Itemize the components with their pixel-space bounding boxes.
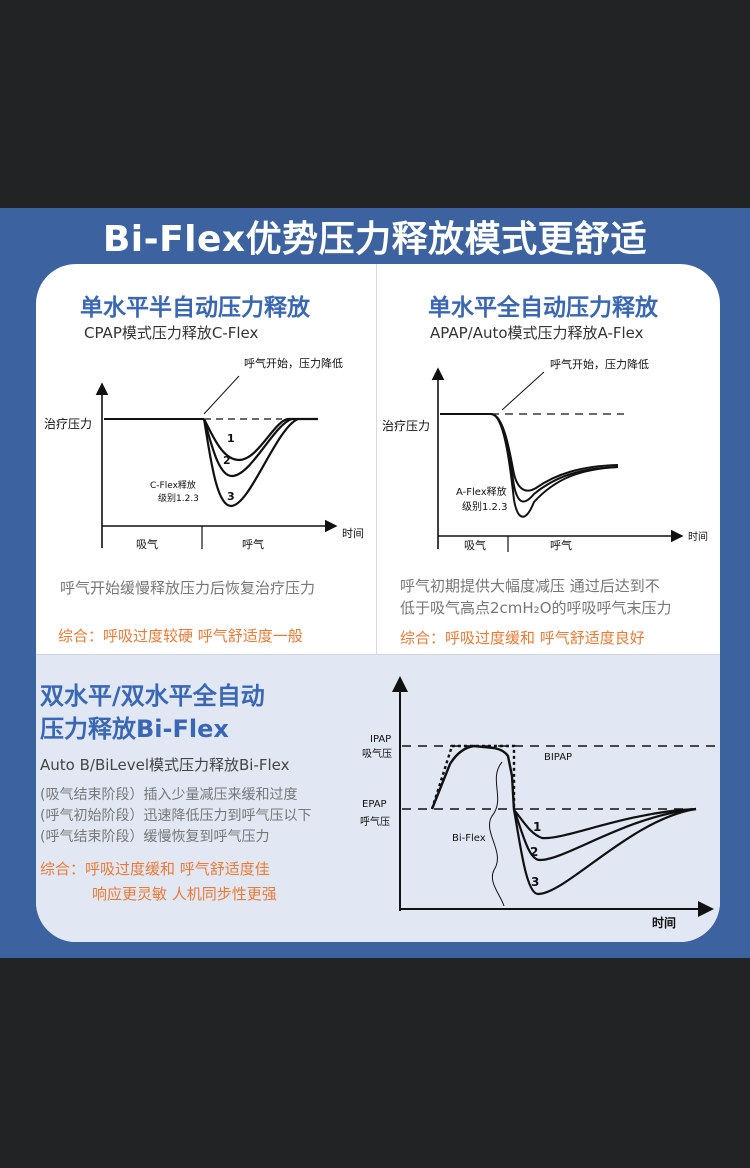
biflex-stage-1: (吸气结束阶段）插入少量减压来缓和过度	[40, 787, 298, 803]
content-card: 单水平半自动压力释放 CPAP模式压力释放C-Flex 呼气开始缓慢释放压力后恢…	[36, 264, 720, 942]
biflex-section-background	[36, 654, 720, 942]
cflex-x-label: 时间	[342, 527, 364, 540]
cflex-curve-label-1: C-Flex释放	[150, 479, 196, 491]
aflex-description-line1: 呼气初期提供大幅度减压 通过后达到不	[400, 577, 660, 595]
horizontal-divider	[36, 654, 720, 655]
aflex-x-label: 时间	[688, 530, 708, 543]
aflex-curve-label-1: A-Flex释放	[456, 485, 507, 498]
biflex-heading-line2: 压力释放Bi-Flex	[40, 715, 229, 743]
aflex-heading: 单水平全自动压力释放	[428, 295, 658, 321]
biflex-ipap-label: IPAP	[370, 734, 391, 745]
aflex-subheading: APAP/Auto模式压力释放A-Flex	[430, 324, 644, 342]
biflex-bipap-curve	[430, 744, 516, 811]
cflex-heading: 单水平半自动压力释放	[80, 295, 310, 321]
aflex-description-line2: 低于吸气高点2cmH₂O的呼吸呼气末压力	[400, 599, 672, 617]
aflex-phase-inhale: 吸气	[464, 538, 486, 552]
diagrams-layer: 呼气开始，压力降低 治疗压力 时间 吸气 呼气 C-Flex释放 级别1.2.3…	[44, 356, 716, 930]
biflex-epap-label: EPAP	[362, 799, 387, 810]
biflex-curve-label: Bi-Flex	[452, 833, 486, 844]
cflex-subheading: CPAP模式压力释放C-Flex	[84, 324, 259, 342]
biflex-summary-line2: 响应更灵敏 人机同步性更强	[92, 885, 277, 903]
biflex-heading-line1: 双水平/双水平全自动	[40, 682, 265, 710]
biflex-subheading: Auto B/BiLevel模式压力释放Bi-Flex	[40, 756, 290, 774]
cflex-summary: 综合：呼吸过度较硬 呼气舒适度一般	[58, 627, 303, 645]
biflex-diagram: IPAP 吸气压 EPAP 呼气压 BIPAP Bi-Flex 1 2 3 时间	[360, 676, 716, 930]
biflex-curve-3	[512, 807, 697, 896]
cflex-phase-inhale: 吸气	[136, 537, 158, 551]
aflex-summary: 综合：呼吸过度缓和 呼气舒适度良好	[400, 629, 645, 647]
biflex-stage-2: (呼气初始阶段）迅速降低压力到呼气压以下	[40, 808, 312, 824]
cflex-curve-3	[202, 417, 299, 508]
cflex-phase-exhale: 呼气	[242, 537, 264, 551]
aflex-diagram: 呼气开始，压力降低 治疗压力 时间 吸气 呼气 A-Flex释放 级别1.2.3	[382, 357, 708, 552]
page-title: Bi-Flex优势压力释放模式更舒适	[102, 219, 648, 260]
aflex-annotation: 呼气开始，压力降低	[550, 357, 649, 371]
cflex-y-label: 治疗压力	[44, 417, 92, 431]
cflex-diagram: 呼气开始，压力降低 治疗压力 时间 吸气 呼气 C-Flex释放 级别1.2.3…	[44, 356, 364, 551]
biflex-curve-2	[512, 807, 697, 862]
cflex-annotation: 呼气开始，压力降低	[244, 356, 343, 370]
aflex-annotation-leader	[501, 371, 545, 411]
cflex-level-1: 1	[227, 432, 235, 445]
biflex-epap-cn-label: 呼气压	[360, 815, 390, 828]
biflex-x-label: 时间	[652, 915, 676, 930]
biflex-level-1: 1	[533, 820, 541, 834]
biflex-curve-1	[513, 807, 697, 840]
cflex-level-3: 3	[227, 490, 235, 503]
biflex-ipap-cn-label: 吸气压	[362, 747, 392, 760]
biflex-level-2: 2	[530, 845, 538, 859]
cflex-curve-label-2: 级别1.2.3	[158, 492, 199, 504]
aflex-curve-2	[490, 413, 619, 503]
biflex-stage-3: (呼气结束阶段）缓慢恢复到呼气压力	[40, 829, 270, 845]
cflex-annotation-leader	[203, 375, 240, 415]
aflex-curve-3	[490, 413, 619, 518]
cflex-description: 呼气开始缓慢释放压力后恢复治疗压力	[60, 579, 316, 597]
biflex-label-leader	[489, 761, 505, 907]
biflex-bipap-label: BIPAP	[544, 752, 572, 763]
aflex-curve-label-2: 级别1.2.3	[462, 501, 507, 513]
cflex-curve-2	[202, 417, 293, 478]
cflex-curve-1	[203, 417, 318, 462]
vertical-divider	[376, 264, 377, 654]
biflex-summary-line1: 综合：呼吸过度缓和 呼气舒适度佳	[40, 860, 270, 878]
aflex-phase-exhale: 呼气	[550, 538, 572, 552]
aflex-y-label: 治疗压力	[382, 419, 430, 433]
aflex-curve-1	[490, 413, 619, 492]
biflex-level-3: 3	[531, 875, 539, 889]
cflex-level-2: 2	[223, 454, 231, 467]
